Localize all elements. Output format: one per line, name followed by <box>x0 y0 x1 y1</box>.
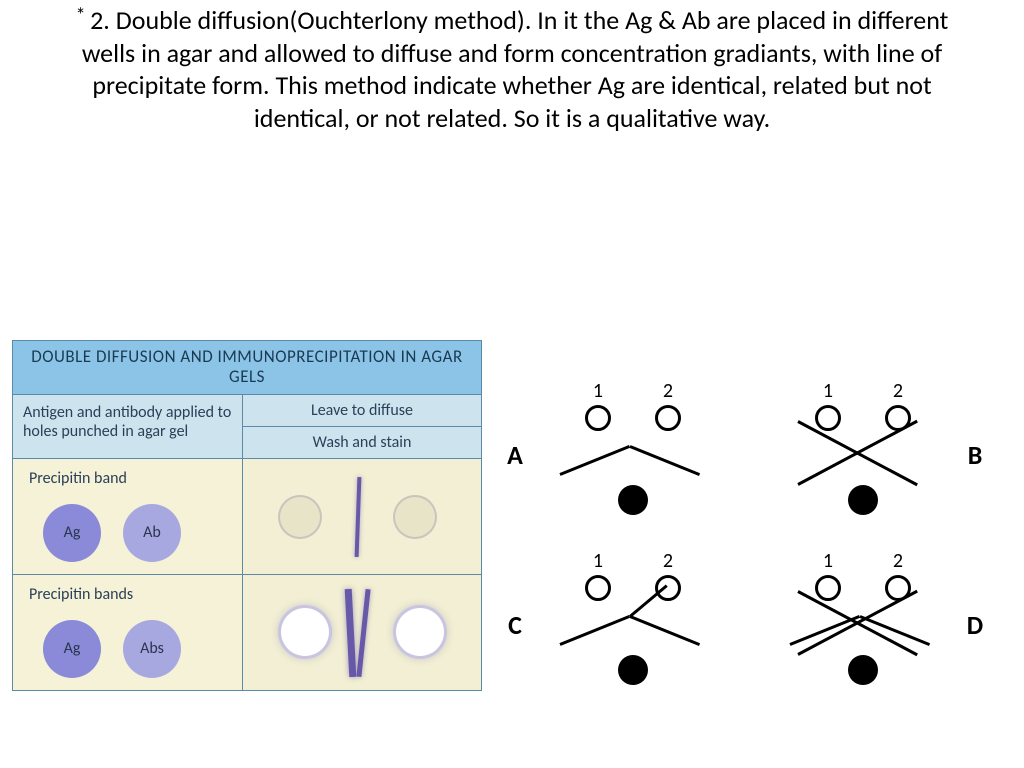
well-ab: Ab <box>123 504 181 562</box>
well-number-label: 1 <box>818 379 838 403</box>
table-right-sub1: Leave to diffuse <box>243 395 481 427</box>
table-right-header: Leave to diffuse Wash and stain <box>243 395 481 458</box>
filled-well <box>618 485 648 515</box>
row2-photo <box>243 575 481 690</box>
asterisk: * <box>76 4 90 28</box>
heading-text: * 2. Double diffusion(Ouchterlony method… <box>60 4 964 134</box>
table-title: DOUBLE DIFFUSION AND IMMUNOPRECIPITATION… <box>13 341 481 395</box>
open-well <box>585 575 611 601</box>
row1-wells: Precipitin band Ag Ab <box>13 459 242 574</box>
row2-right <box>243 575 481 690</box>
precipitin-band-1 <box>345 589 357 677</box>
precipitin-band-2 <box>356 589 370 677</box>
well-number-label: 2 <box>658 549 678 573</box>
table-right-sub2: Wash and stain <box>243 427 481 458</box>
well-ag: Ag <box>43 620 101 678</box>
open-well <box>585 405 611 431</box>
pattern-d: 12 <box>760 545 960 705</box>
precipitin-line <box>629 445 700 476</box>
row1-photo <box>243 459 481 574</box>
open-well <box>655 405 681 431</box>
pattern-label-b: B <box>960 439 990 471</box>
well-number-label: 1 <box>588 549 608 573</box>
pattern-label-d: D <box>960 609 990 641</box>
open-well <box>815 575 841 601</box>
precipitin-line <box>629 584 668 617</box>
well-number-label: 2 <box>888 379 908 403</box>
well-number-label: 2 <box>658 379 678 403</box>
well-abs: Abs <box>123 620 181 678</box>
row2-wells: Precipitin bands Ag Abs <box>13 575 242 690</box>
pattern-c: 12 <box>530 545 730 705</box>
precipitin-line <box>559 445 630 476</box>
pattern-diagrams: A 12 12 B C 12 12 D <box>500 370 1020 750</box>
filled-well <box>848 655 878 685</box>
table-row: Precipitin bands Ag Abs <box>13 575 481 690</box>
row1-label: Precipitin band <box>29 469 127 488</box>
pattern-grid: A 12 12 B C 12 12 D <box>500 370 1020 710</box>
well-number-label: 1 <box>818 549 838 573</box>
table-row: Precipitin band Ag Ab <box>13 459 481 575</box>
photo-well-right <box>393 495 437 539</box>
open-well <box>815 405 841 431</box>
precipitin-line <box>629 615 700 646</box>
filled-well <box>848 485 878 515</box>
pattern-b: 12 <box>760 375 960 535</box>
table-header-row: Antigen and antibody applied to holes pu… <box>13 395 481 459</box>
row2-label: Precipitin bands <box>29 585 133 604</box>
pattern-a: 12 <box>530 375 730 535</box>
precipitin-band <box>355 477 362 557</box>
filled-well <box>618 655 648 685</box>
precipitin-line <box>559 615 630 646</box>
well-ag: Ag <box>43 504 101 562</box>
diffusion-table: DOUBLE DIFFUSION AND IMMUNOPRECIPITATION… <box>12 340 482 691</box>
photo-well-left <box>278 495 322 539</box>
row1-right <box>243 459 481 574</box>
photo-well-left <box>278 605 332 659</box>
heading-content: 2. Double diffusion(Ouchterlony method).… <box>82 4 949 134</box>
row1-left: Precipitin band Ag Ab <box>13 459 243 574</box>
table-left-header: Antigen and antibody applied to holes pu… <box>13 395 243 458</box>
row2-left: Precipitin bands Ag Abs <box>13 575 243 690</box>
open-well <box>655 575 681 601</box>
photo-well-right <box>393 605 447 659</box>
well-number-label: 1 <box>588 379 608 403</box>
pattern-label-a: A <box>500 439 530 471</box>
well-number-label: 2 <box>888 549 908 573</box>
pattern-label-c: C <box>500 609 530 641</box>
